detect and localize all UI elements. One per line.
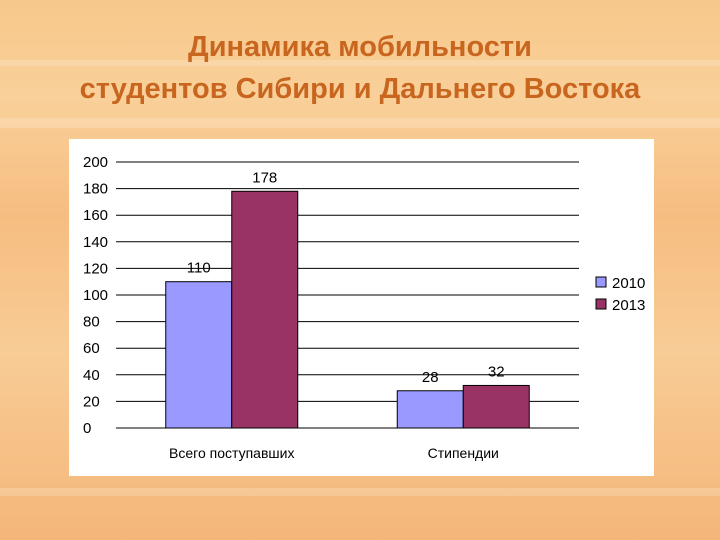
y-tick-label: 60	[83, 340, 100, 357]
x-tick-label: Стипендии	[428, 445, 499, 461]
data-label: 32	[488, 363, 505, 380]
y-tick-label: 40	[83, 367, 100, 384]
background-streak	[0, 60, 720, 66]
bar	[165, 281, 233, 429]
y-tick-label: 80	[83, 314, 100, 331]
data-label: 28	[422, 369, 439, 386]
data-label: 110	[187, 260, 211, 277]
data-label: 178	[252, 169, 277, 186]
y-tick-label: 160	[83, 207, 108, 224]
legend-swatch	[595, 298, 607, 310]
slide-title-line-1: Динамика мобильности	[188, 31, 532, 63]
y-tick-label: 0	[83, 420, 91, 437]
y-tick-label: 180	[83, 181, 108, 198]
y-tick-label: 120	[83, 260, 108, 277]
slide-title: Динамика мобильности студентов Сибири и …	[20, 26, 700, 110]
chart-area: 0 20 40 60 80 100 120 140 160 180 200 110 178 Всего п…	[69, 139, 654, 476]
bar-chart: 0 20 40 60 80 100 120 140 160 180 200 110 178 Всего п…	[83, 154, 645, 461]
slide-title-line-2: студентов Сибири и Дальнего Востока	[79, 73, 641, 105]
background-streak	[0, 488, 720, 496]
y-tick-label: 200	[83, 154, 108, 171]
y-tick-label: 100	[83, 287, 108, 304]
bar	[462, 384, 530, 429]
y-tick-label: 20	[83, 393, 100, 410]
legend-swatch	[595, 276, 607, 288]
legend-label: 2010	[612, 275, 645, 292]
y-tick-label: 140	[83, 234, 108, 251]
x-tick-label: Всего поступавших	[169, 445, 294, 461]
bar	[396, 390, 464, 429]
bar	[231, 190, 299, 429]
legend-label: 2013	[612, 297, 645, 314]
background-streak	[0, 118, 720, 128]
